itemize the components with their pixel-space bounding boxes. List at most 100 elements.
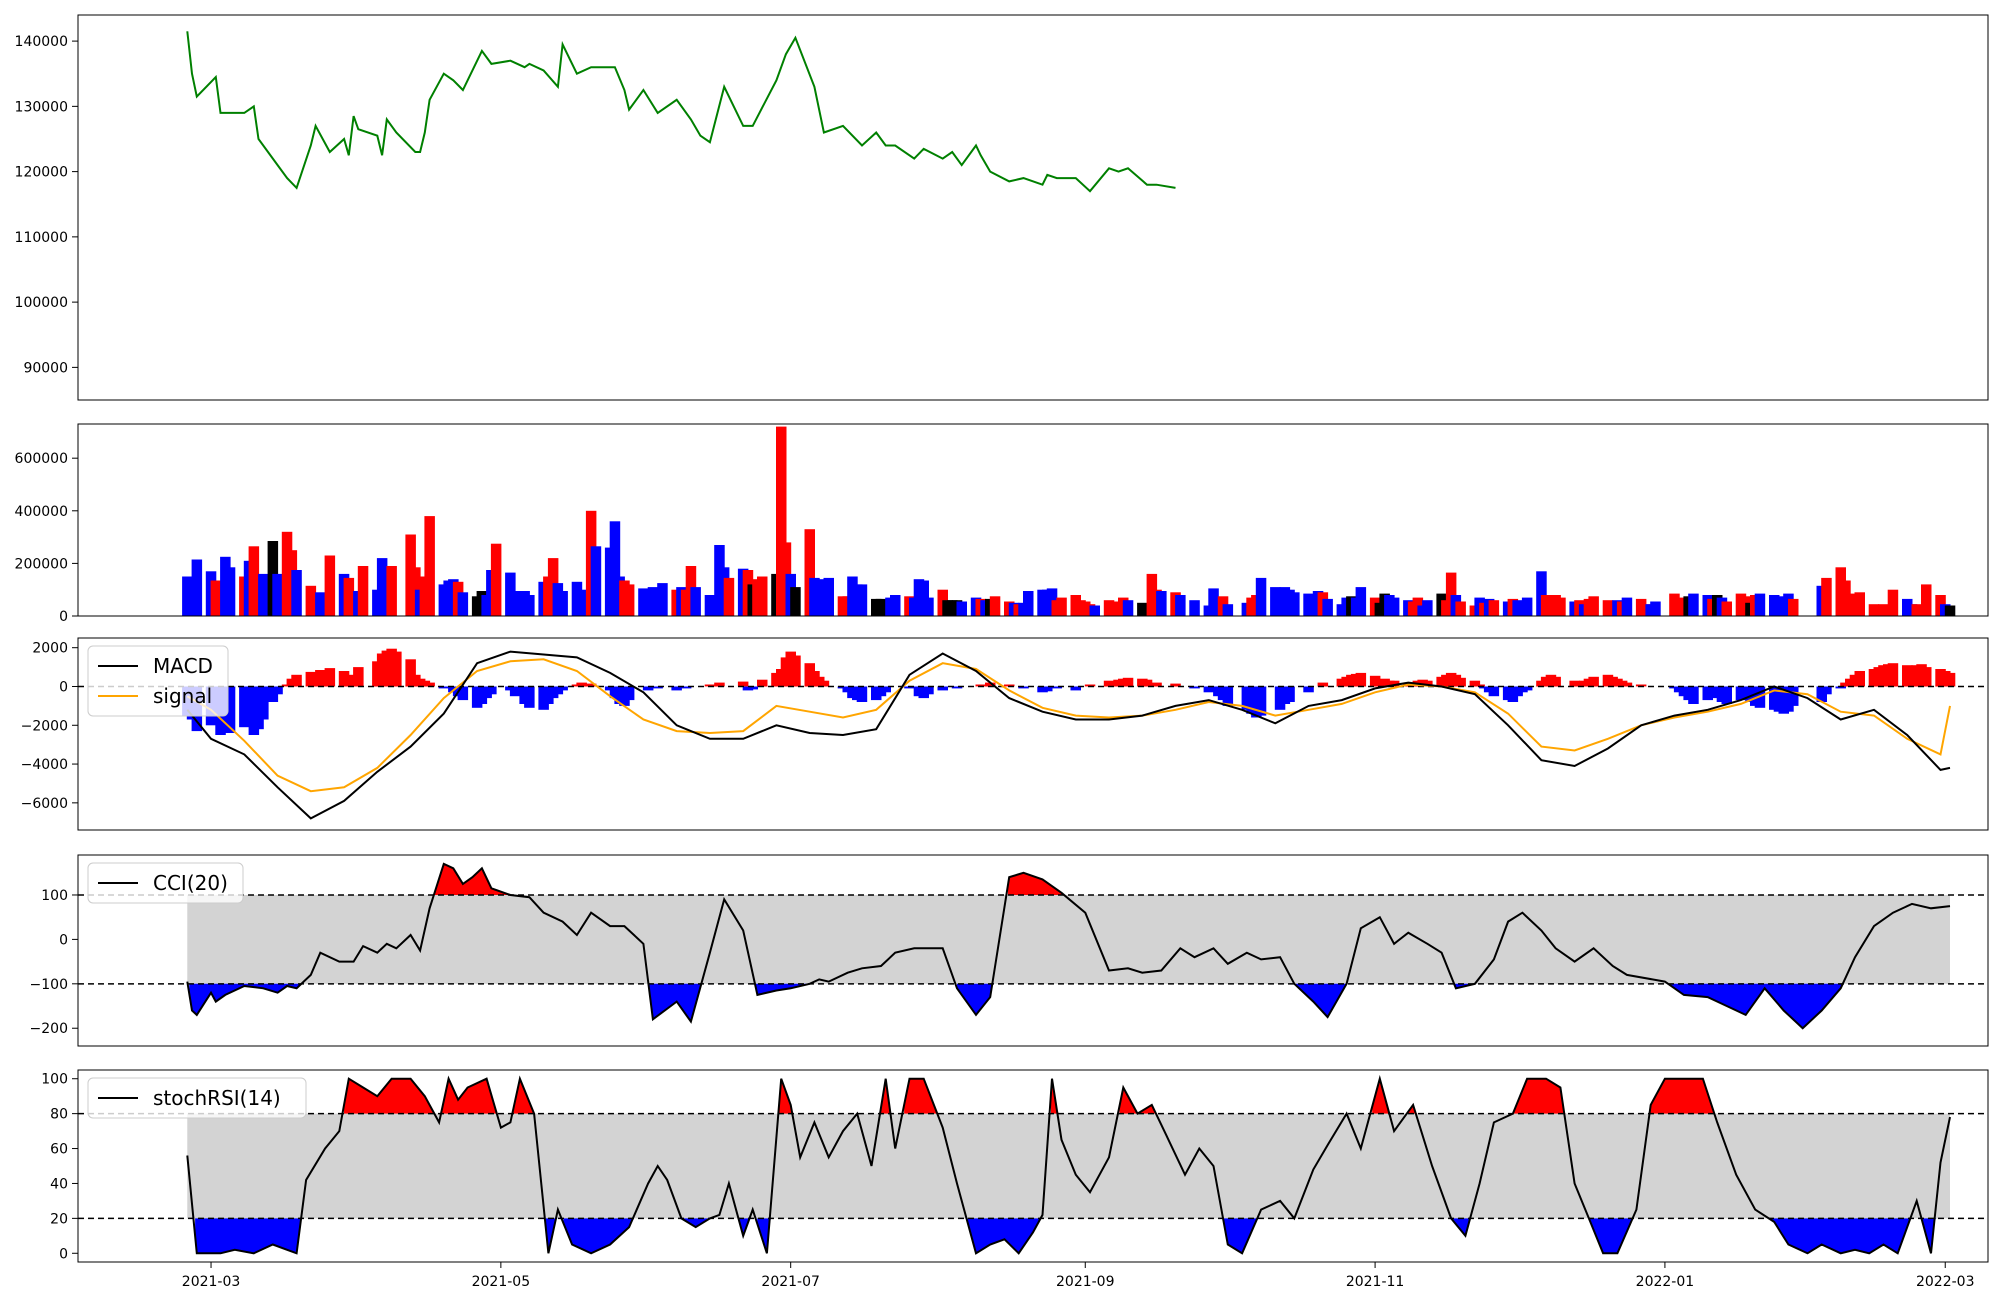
macd-histogram-bar <box>1469 680 1481 687</box>
macd-histogram-bar <box>324 668 336 687</box>
macd-line <box>186 650 1951 820</box>
y-tick-label: −4000 <box>21 757 68 773</box>
macd-histogram-bar <box>272 686 283 695</box>
macd-histogram-bar <box>438 686 450 689</box>
y-tick-label: 0 <box>59 932 68 948</box>
volume-bar <box>623 584 635 616</box>
panel-frame <box>77 637 1989 831</box>
macd-histogram-bar <box>405 659 416 687</box>
macd-histogram-bar <box>1455 677 1466 687</box>
volume-bar <box>1255 577 1267 616</box>
macd-histogram-bar <box>790 655 801 687</box>
y-tick-label: 40 <box>50 1176 68 1192</box>
volume-bar <box>790 587 801 616</box>
volume-bar <box>1944 605 1956 616</box>
y-tick-label: 0 <box>59 609 68 625</box>
volume-bar <box>1089 605 1100 616</box>
overbought-fill <box>434 863 1065 895</box>
panel-frame <box>77 423 1989 617</box>
macd-histogram-bar <box>1070 686 1081 691</box>
volume-bar <box>1488 600 1500 616</box>
volume-bar <box>324 555 336 616</box>
volume-bar <box>804 529 815 616</box>
volume-bar <box>490 543 502 616</box>
macd-histogram-bar <box>1788 686 1799 706</box>
macd-histogram-bar <box>1635 684 1647 687</box>
macd-histogram-bar <box>1721 686 1732 704</box>
macd-histogram-bar <box>1084 684 1096 687</box>
macd-histogram-bar <box>1355 672 1367 687</box>
x-tick-label: 2022-03 <box>1916 1274 1975 1290</box>
volume-bar <box>191 559 203 616</box>
macd-histogram-bar <box>1051 686 1062 689</box>
volume-bar <box>1887 589 1899 616</box>
macd-histogram-bar <box>623 686 635 701</box>
macd-histogram-bar <box>985 682 996 687</box>
volume-bar <box>248 546 260 616</box>
volume-bar <box>182 576 193 616</box>
volume-bar <box>823 577 834 616</box>
volume-bar <box>1222 604 1234 616</box>
macd-histogram-bar <box>1887 663 1899 687</box>
volume-bar <box>923 597 934 616</box>
legend-box <box>87 862 244 904</box>
macd-histogram-bar <box>904 686 915 689</box>
macd-histogram-bar <box>1588 676 1599 687</box>
volume-bar <box>890 595 901 616</box>
volume-bar <box>856 584 868 616</box>
y-tick-label: 60 <box>50 1142 68 1158</box>
y-tick-label: 100 <box>41 1072 68 1088</box>
x-tick-label: 2021-07 <box>761 1274 820 1290</box>
volume-bar <box>1721 601 1732 616</box>
volume-bar <box>315 592 326 616</box>
macd-histogram-bar <box>1488 686 1500 697</box>
volume-bar <box>723 577 735 616</box>
x-tick-label: 2021-03 <box>182 1274 241 1290</box>
y-tick-label: 600000 <box>15 451 68 467</box>
volume-bar <box>1536 571 1547 616</box>
y-tick-label: 0 <box>59 679 68 695</box>
macd-histogram-bar <box>1255 686 1267 716</box>
macd-histogram-bar <box>1388 680 1400 687</box>
y-tick-label: 200000 <box>15 556 68 572</box>
volume-bar <box>343 577 355 616</box>
y-tick-label: 400000 <box>15 504 68 520</box>
volume-bar <box>1754 593 1766 616</box>
y-tick-label: 20 <box>50 1211 68 1227</box>
macd-histogram-bar <box>1369 675 1381 687</box>
y-tick-label: 2000 <box>32 641 68 657</box>
volume-bar <box>989 596 1001 616</box>
macd-histogram-bar <box>1203 686 1215 693</box>
volume-bar <box>1122 600 1134 616</box>
volume-bar <box>1521 597 1533 616</box>
macd-histogram-bar <box>1317 682 1329 687</box>
macd-histogram-bar <box>1303 686 1314 693</box>
macd-histogram-bar <box>224 686 236 733</box>
x-tick-label: 2022-01 <box>1636 1274 1695 1290</box>
volume-bar <box>1455 601 1466 616</box>
macd-histogram-bar <box>880 686 891 693</box>
macd-histogram-bar <box>1018 686 1029 689</box>
y-tick-label: 120000 <box>15 165 68 181</box>
volume-bar <box>258 573 269 616</box>
macd-histogram-bar <box>1004 684 1015 687</box>
macd-histogram-bar <box>509 686 521 697</box>
y-tick-label: −200 <box>30 1021 68 1037</box>
macd-histogram-bar <box>391 651 402 687</box>
macd-histogram-bar <box>576 682 587 687</box>
macd-histogram-bar <box>937 686 948 691</box>
macd-histogram-bar <box>353 667 364 687</box>
y-tick-label: 0 <box>59 1246 68 1262</box>
volume-bar <box>1555 597 1566 616</box>
volume-bar <box>424 516 435 616</box>
y-tick-label: 100000 <box>15 295 68 311</box>
volume-bar <box>1650 601 1661 616</box>
legend-label: signal <box>153 684 212 708</box>
stochrsi-line <box>186 1074 1951 1255</box>
y-tick-label: 80 <box>50 1107 68 1123</box>
volume-bar <box>1355 587 1367 616</box>
macd-histogram-bar <box>1921 667 1932 687</box>
y-tick-label: −100 <box>30 977 68 993</box>
volume-bar <box>524 595 535 616</box>
